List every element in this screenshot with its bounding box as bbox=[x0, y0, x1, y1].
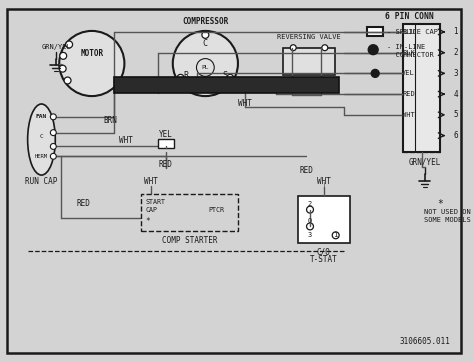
Text: BRN: BRN bbox=[104, 116, 118, 125]
Text: 1: 1 bbox=[453, 28, 458, 37]
Text: 1: 1 bbox=[334, 232, 338, 238]
Text: RED: RED bbox=[402, 91, 415, 97]
Circle shape bbox=[173, 31, 238, 96]
Text: C: C bbox=[40, 134, 43, 139]
Text: - SPLICE CAP: - SPLICE CAP bbox=[387, 29, 438, 35]
Text: 3: 3 bbox=[308, 232, 312, 238]
Text: *: * bbox=[438, 199, 443, 209]
Text: START: START bbox=[145, 199, 165, 205]
Text: O: O bbox=[308, 219, 312, 224]
Text: C/O: C/O bbox=[317, 248, 331, 257]
Circle shape bbox=[59, 31, 124, 96]
Text: RUN CAP: RUN CAP bbox=[25, 177, 58, 186]
Circle shape bbox=[66, 41, 73, 48]
Text: R: R bbox=[183, 71, 188, 80]
Text: WHT: WHT bbox=[238, 98, 252, 108]
Bar bbox=[158, 139, 174, 148]
Bar bbox=[141, 194, 238, 231]
Text: YEL: YEL bbox=[159, 130, 173, 139]
Text: BLK: BLK bbox=[286, 88, 299, 94]
Circle shape bbox=[307, 223, 313, 230]
Text: PTCR: PTCR bbox=[208, 207, 224, 212]
Text: BLK: BLK bbox=[314, 88, 327, 94]
Text: CONNECTOR: CONNECTOR bbox=[387, 52, 434, 58]
Circle shape bbox=[50, 114, 56, 120]
Text: 2: 2 bbox=[308, 201, 312, 207]
Text: T-STAT: T-STAT bbox=[310, 256, 337, 265]
Circle shape bbox=[332, 232, 339, 239]
Circle shape bbox=[50, 143, 56, 150]
Text: COMPRESSOR: COMPRESSOR bbox=[182, 17, 228, 26]
Circle shape bbox=[368, 45, 378, 55]
Text: BLK: BLK bbox=[402, 50, 415, 56]
Text: GRN/YEL: GRN/YEL bbox=[409, 158, 441, 167]
Circle shape bbox=[50, 130, 56, 136]
Text: - IN-LINE: - IN-LINE bbox=[387, 44, 425, 50]
Text: YEL: YEL bbox=[402, 70, 415, 76]
Text: WHT: WHT bbox=[119, 136, 133, 145]
Text: SOME MODELS: SOME MODELS bbox=[424, 216, 471, 223]
Text: HERM: HERM bbox=[35, 154, 48, 159]
Text: 4: 4 bbox=[453, 90, 458, 98]
Bar bbox=[298, 196, 349, 243]
Bar bbox=[367, 27, 383, 36]
Text: WHT: WHT bbox=[317, 177, 331, 186]
Text: 6: 6 bbox=[453, 131, 458, 140]
Text: MOTOR: MOTOR bbox=[80, 49, 103, 58]
Text: PL: PL bbox=[201, 65, 209, 70]
Text: RED: RED bbox=[299, 166, 313, 174]
Text: 5: 5 bbox=[453, 110, 458, 119]
Text: GRN/YEL: GRN/YEL bbox=[41, 44, 71, 50]
Circle shape bbox=[188, 207, 197, 216]
Circle shape bbox=[371, 70, 379, 77]
Text: NOT USED ON: NOT USED ON bbox=[424, 209, 471, 215]
Circle shape bbox=[50, 153, 56, 159]
Circle shape bbox=[227, 74, 234, 81]
Circle shape bbox=[202, 31, 209, 38]
Text: 3: 3 bbox=[453, 69, 458, 78]
Circle shape bbox=[290, 45, 296, 51]
Text: CAP: CAP bbox=[145, 207, 157, 212]
Text: BLU: BLU bbox=[402, 29, 415, 35]
Bar bbox=[403, 24, 440, 152]
Text: REVERSING VALVE: REVERSING VALVE bbox=[277, 34, 341, 40]
Text: C: C bbox=[203, 39, 208, 48]
Circle shape bbox=[59, 65, 66, 72]
Text: S: S bbox=[223, 71, 228, 80]
Text: *: * bbox=[145, 217, 150, 226]
Bar bbox=[114, 77, 338, 93]
Text: RED: RED bbox=[159, 160, 173, 169]
Circle shape bbox=[177, 74, 184, 81]
Bar bbox=[283, 48, 335, 75]
Ellipse shape bbox=[27, 104, 55, 175]
Text: FAN: FAN bbox=[36, 114, 47, 119]
Circle shape bbox=[60, 52, 67, 59]
Circle shape bbox=[64, 77, 71, 84]
Text: WHT: WHT bbox=[402, 112, 415, 118]
Circle shape bbox=[307, 206, 313, 213]
Text: 6 PIN CONN: 6 PIN CONN bbox=[385, 12, 434, 21]
Text: RED: RED bbox=[77, 199, 91, 208]
Text: 3106605.011: 3106605.011 bbox=[399, 337, 450, 346]
Circle shape bbox=[168, 207, 177, 216]
Text: COMP STARTER: COMP STARTER bbox=[162, 236, 217, 245]
Circle shape bbox=[322, 45, 328, 51]
Text: WHT: WHT bbox=[144, 177, 158, 186]
Text: 2: 2 bbox=[453, 48, 458, 57]
